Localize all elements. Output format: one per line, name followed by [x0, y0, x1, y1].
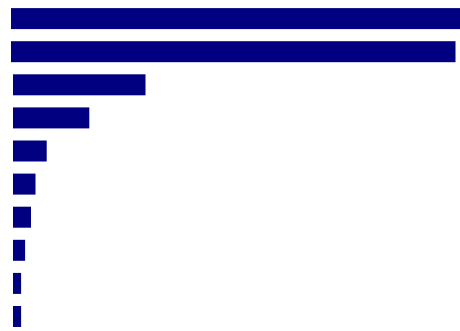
bar-9: [13, 272, 22, 294]
bar-6: [13, 173, 36, 195]
bar-3: [13, 74, 146, 96]
bar-1: [11, 8, 460, 30]
bar-5: [13, 140, 47, 162]
bar-10: [13, 306, 22, 327]
bar-4: [13, 107, 90, 129]
bar-2: [11, 41, 456, 63]
bar-8: [13, 239, 26, 261]
bar-7: [13, 206, 31, 228]
